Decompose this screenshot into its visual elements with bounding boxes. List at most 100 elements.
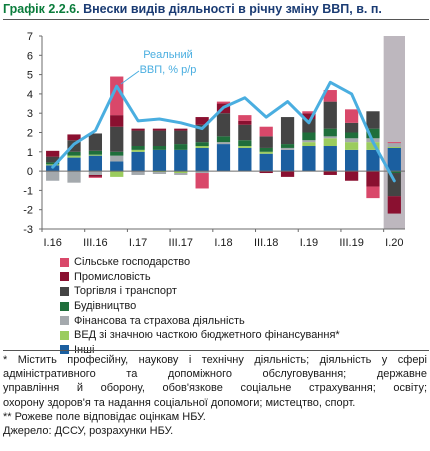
bar-segment-промисловість <box>387 196 401 214</box>
legend-item: Фінансова та страхова діяльність <box>60 313 340 328</box>
bar-segment-сільське-господарство <box>387 142 401 144</box>
bar-segment-промисловість <box>344 171 359 181</box>
top-rule <box>3 19 429 20</box>
bar-segment-сільське-господарство <box>302 111 316 114</box>
legend-label: Фінансова та страхова діяльність <box>74 314 245 327</box>
legend-item: Інші <box>60 343 340 358</box>
bar-segment-промисловість <box>259 171 273 174</box>
bar-segment-інші <box>110 161 124 172</box>
y-tick-label: 2 <box>27 128 33 140</box>
bar-segment-інші <box>259 153 273 172</box>
legend-swatch <box>60 272 69 282</box>
footnote-asterisk: * Містить професійну, наукову і технічну… <box>3 354 427 366</box>
y-tick-label: 7 <box>27 31 33 43</box>
x-tick-label: III.17 <box>169 237 193 249</box>
bar-segment-будівництво <box>67 151 81 156</box>
bar-segment-торгівля-і-транспорт <box>152 130 167 147</box>
bar-segment-промисловість <box>67 134 81 141</box>
bar-segment-вед-зі-значною-часткою-бюджетного-фінансування- <box>88 154 103 156</box>
bar-segment-будівництво <box>387 171 401 174</box>
bar-segment-промисловість <box>280 171 295 177</box>
footnotes: * Містить професійну, наукову і технічну… <box>3 353 427 438</box>
bar-segment-промисловість <box>174 128 188 131</box>
bar-segment-сільське-господарство <box>259 126 273 137</box>
x-tick-label: I.17 <box>129 237 147 249</box>
bar-segment-промисловість <box>238 120 252 125</box>
legend-swatch <box>60 316 69 326</box>
legend-item: Сільське господарство <box>60 255 340 270</box>
y-tick-label: 5 <box>27 70 33 82</box>
bar-segment-промисловість <box>152 128 167 131</box>
bar-segment-будівництво <box>131 146 145 150</box>
chart-title: Графік 2.2.6. Внески видів діяльності в … <box>3 2 382 16</box>
bar-segment-торгівля-і-транспорт <box>131 130 145 147</box>
bar-segment-торгівля-і-транспорт <box>46 156 60 163</box>
y-tick-label: 0 <box>27 166 33 178</box>
bar-segment-торгівля-і-транспорт <box>110 126 124 152</box>
bar-segment-будівництво <box>302 132 316 141</box>
bar-segment-будівництво <box>280 144 295 148</box>
x-tick-label: I.19 <box>300 237 318 249</box>
bar-segment-торгівля-і-транспорт <box>366 111 380 129</box>
legend-label: Промисловість <box>74 270 151 283</box>
bar-segment-будівництво <box>366 128 380 139</box>
bar-segment-вед-зі-значною-часткою-бюджетного-фінансування- <box>302 142 316 147</box>
bar-segment-інші <box>302 146 316 172</box>
bar-segment-будівництво <box>88 150 103 155</box>
bar-segment-інші <box>174 149 188 172</box>
bar-segment-вед-зі-значною-часткою-бюджетного-фінансування- <box>174 171 188 174</box>
bar-segment-вед-зі-значною-часткою-бюджетного-фінансування- <box>323 138 337 147</box>
bar-segment-вед-зі-значною-часткою-бюджетного-фінансування- <box>46 164 60 166</box>
bar-segment-вед-зі-значною-часткою-бюджетного-фінансування- <box>344 142 359 150</box>
bar-segment-фінансова-та-страхова-діяльність <box>323 136 337 139</box>
bar-segment-фінансова-та-страхова-діяльність <box>195 171 209 174</box>
bar-segment-фінансова-та-страхова-діяльність <box>67 171 81 183</box>
bar-segment-інші <box>131 151 145 172</box>
legend-item: Торгівля і транспорт <box>60 284 340 299</box>
legend-swatch <box>60 257 69 267</box>
bar-segment-будівництво <box>174 144 188 150</box>
x-tick-label: III.16 <box>83 237 107 249</box>
legend: Сільське господарство Промисловість Торг… <box>60 255 340 357</box>
bar-segment-фінансова-та-страхова-діяльність <box>387 143 401 147</box>
legend-swatch <box>60 330 69 340</box>
bar-segment-будівництво <box>216 136 231 143</box>
bar-segment-сільське-господарство <box>88 176 103 178</box>
bar-segment-сільське-господарство <box>195 173 209 189</box>
bar-segment-фінансова-та-страхова-діяльність <box>344 138 359 143</box>
footnote-asterisk-line: адміністративного та допоміжного обслуго… <box>3 368 427 381</box>
figure-title: Внески видів діяльності в річну зміну ВВ… <box>83 2 382 16</box>
gdp-line-label: ВВП, % р/р <box>140 64 197 76</box>
bar-segment-інші <box>344 149 359 172</box>
bar-segment-промисловість <box>323 171 337 175</box>
legend-item: Будівництво <box>60 299 340 314</box>
legend-label: Торгівля і транспорт <box>74 285 177 298</box>
bar-segment-фінансова-та-страхова-діяльність <box>110 155 124 162</box>
bar-segment-промисловість <box>366 171 380 187</box>
bar-segment-сільське-господарство <box>216 101 231 104</box>
bar-segment-торгівля-і-транспорт <box>280 117 295 145</box>
bar-segment-сільське-господарство <box>323 90 337 102</box>
footnote-asterisk-line: охорону здоров'я та надання соціальної д… <box>3 396 356 409</box>
bar-segment-будівництво <box>195 142 209 147</box>
bar-segment-будівництво <box>323 128 337 137</box>
bar-segment-промисловість <box>88 174 103 177</box>
x-tick-label: I.20 <box>385 237 403 249</box>
bar-segment-вед-зі-значною-часткою-бюджетного-фінансування- <box>387 146 401 148</box>
bar-segment-будівництво <box>110 151 124 156</box>
gdp-line <box>51 80 396 183</box>
bar-segment-торгівля-і-транспорт <box>344 122 359 133</box>
bar-segment-торгівля-і-транспорт <box>302 118 316 133</box>
bar-segment-торгівля-і-транспорт <box>259 136 273 148</box>
bar-segment-торгівля-і-транспорт <box>216 113 231 137</box>
bar-segment-сільське-господарство <box>238 115 252 121</box>
bar-segment-промисловість <box>131 128 145 131</box>
bar-segment-будівництво <box>259 147 273 152</box>
bar-segment-фінансова-та-страхова-діяльність <box>152 172 167 174</box>
bar-segment-інші <box>195 147 209 172</box>
bar-segment-торгівля-і-транспорт <box>323 101 337 129</box>
legend-label: ВЕД зі значною часткою бюджетного фінанс… <box>74 329 340 342</box>
bar-segment-фінансова-та-страхова-діяльність <box>174 173 188 175</box>
bar-segment-торгівля-і-транспорт <box>238 124 252 141</box>
notes-rule <box>3 350 429 351</box>
